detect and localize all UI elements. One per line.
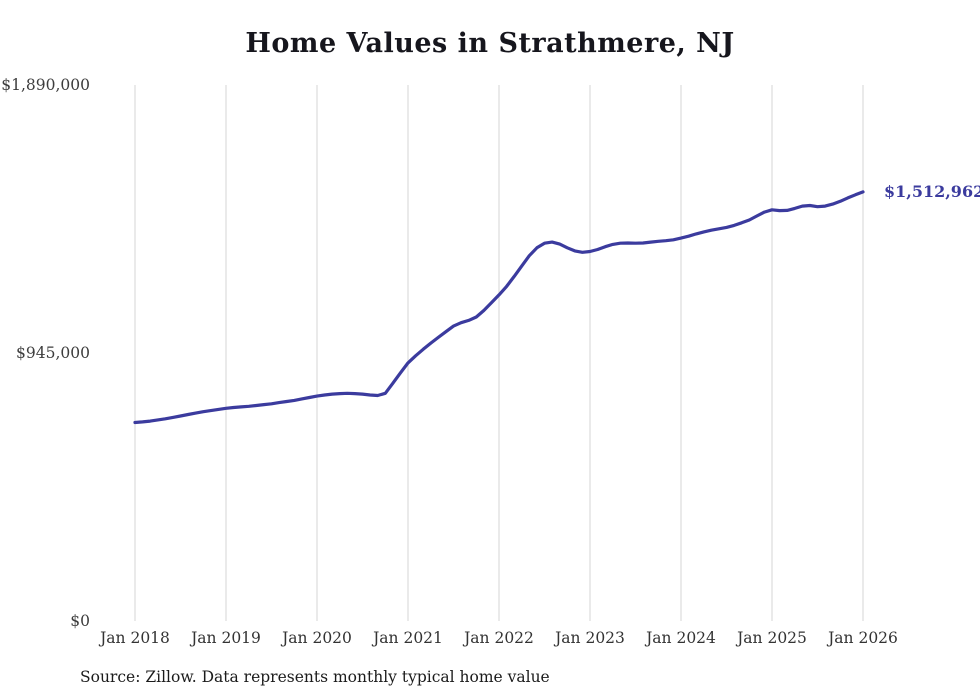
latest-value-label: $1,512,962 [884, 181, 980, 201]
x-axis-tick-label: Jan 2023 [553, 629, 625, 647]
x-axis-tick-label: Jan 2021 [371, 629, 443, 647]
chart-title: Home Values in Strathmere, NJ [245, 28, 735, 59]
x-axis-tick-label: Jan 2024 [644, 629, 716, 647]
y-axis-tick-label: $945,000 [16, 344, 90, 362]
home-value-series-line [133, 190, 865, 425]
x-axis-tick-label: Jan 2022 [462, 629, 534, 647]
x-axis-tick-label: Jan 2018 [98, 629, 170, 647]
x-axis-tick-label: Jan 2025 [735, 629, 807, 647]
y-axis-tick-label: $0 [70, 612, 90, 630]
x-axis-tick-label: Jan 2020 [280, 629, 352, 647]
x-axis-tick-label: Jan 2026 [826, 629, 898, 647]
x-axis-tick-label: Jan 2019 [189, 629, 261, 647]
y-axis-tick-label: $1,890,000 [1, 76, 90, 94]
source-note: Source: Zillow. Data represents monthly … [80, 668, 550, 686]
